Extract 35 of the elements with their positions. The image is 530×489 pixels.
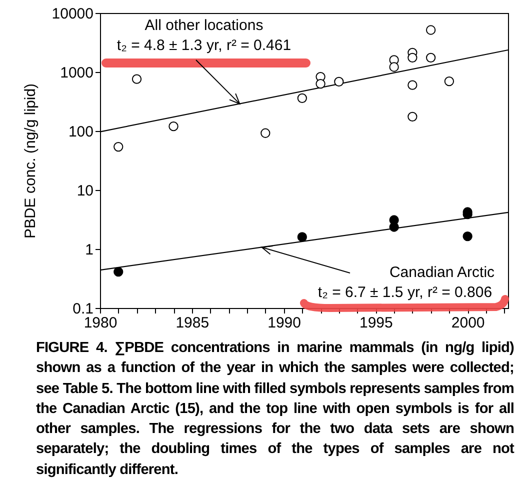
- point: [426, 52, 436, 62]
- point: [444, 76, 454, 86]
- point: [168, 122, 178, 132]
- y-axis-title: PBDE conc. (ng/g lipid): [22, 83, 39, 239]
- point: [297, 93, 307, 103]
- point: [389, 62, 399, 72]
- annotation: Canadian Arctic: [389, 264, 495, 281]
- point: [260, 128, 270, 138]
- y-tick-label: 10: [76, 182, 94, 200]
- point: [426, 25, 436, 35]
- x-tick-label: 2000: [451, 314, 485, 332]
- caption: FIGURE 4. ∑PBDE concentrations in marine mammals (in ng/g lipid) shown as a function of the year in which the samples were collected; see Table 5. The bottom line with filled symbols represents samples from the Canadian Arctic (15), and the top line with open symbols is for all other samples. The regressions for the two data sets are shown separately; the doubling times of the types of samples are not significantly different.: [36, 339, 514, 480]
- annotation: t₂ = 4.8 ± 1.3 yr, r² = 0.461: [116, 37, 292, 54]
- point: [334, 76, 344, 87]
- point: [114, 267, 124, 277]
- point: [408, 52, 418, 62]
- point: [114, 142, 124, 152]
- y-tick-label: 100: [68, 124, 94, 140]
- point: [462, 232, 472, 242]
- point: [408, 112, 418, 122]
- point: [297, 232, 307, 242]
- x-tick-label: 1990: [268, 314, 301, 332]
- y-tick-label: 1000: [60, 64, 94, 82]
- annotation: All other locations: [144, 17, 264, 34]
- point: [389, 222, 399, 232]
- point: [132, 74, 142, 84]
- x-tick-label: 1985: [176, 314, 210, 332]
- x-tick-label: 1995: [359, 314, 393, 332]
- x-tick-label: 1980: [84, 314, 118, 332]
- y-tick-label: 10000: [52, 6, 94, 22]
- y-tick-label: 1: [85, 242, 94, 258]
- point: [316, 79, 326, 89]
- annotation: t₂ = 6.7 ± 1.5 yr, r² = 0.806: [318, 284, 492, 301]
- point: [408, 80, 418, 90]
- y-tick-label: 0.1: [72, 300, 94, 318]
